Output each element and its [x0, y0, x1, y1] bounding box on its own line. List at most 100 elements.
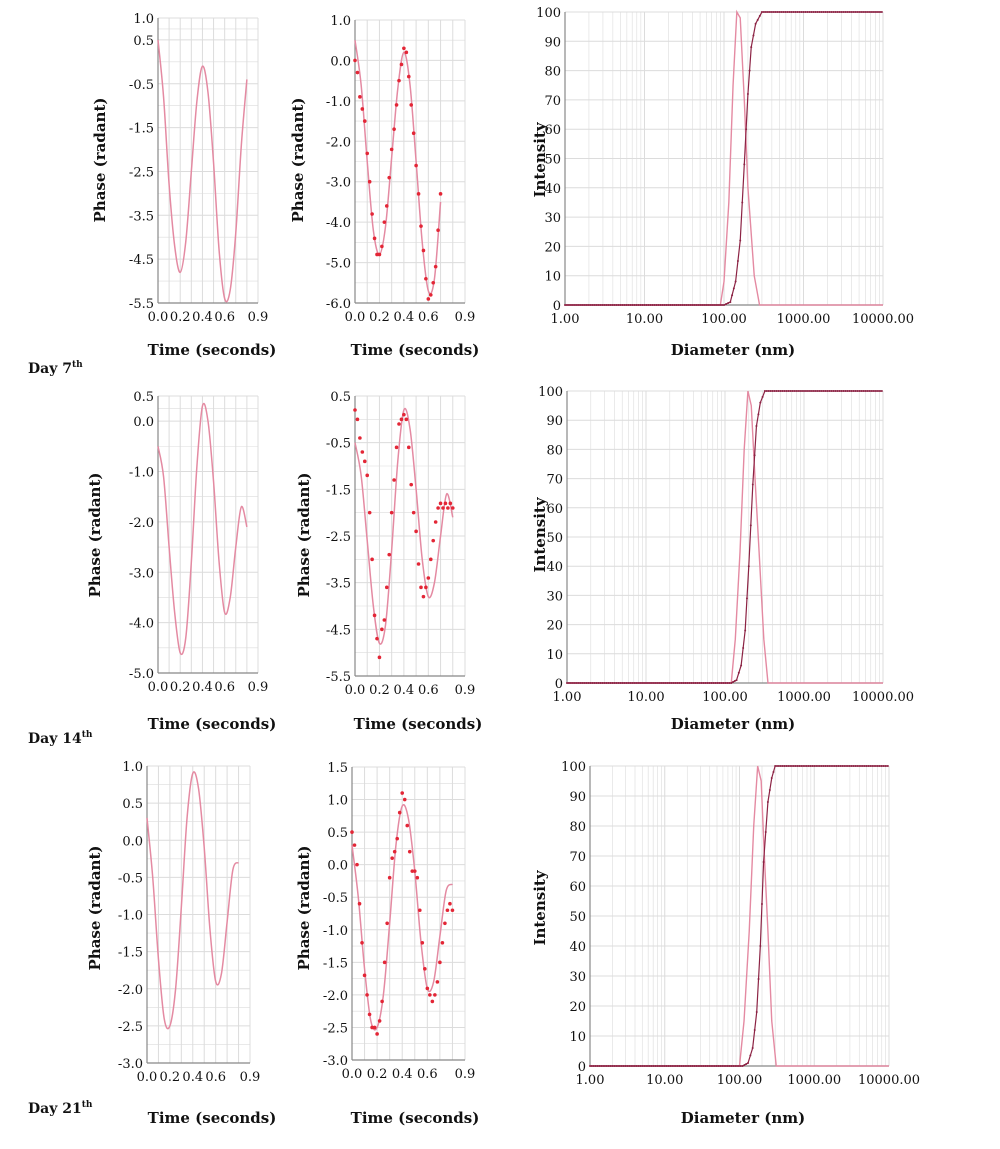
cumulative-point — [789, 390, 792, 392]
x-tick-label: 0.9 — [248, 310, 269, 325]
cumulative-point — [767, 390, 770, 392]
cumulative-point — [839, 765, 842, 767]
cumulative-point — [680, 1065, 683, 1067]
cumulative-point — [633, 304, 636, 306]
cumulative-point — [631, 682, 634, 684]
cumulative-point — [865, 765, 868, 767]
cumulative-point — [820, 765, 823, 767]
cumulative-point — [820, 390, 823, 392]
cumulative-point — [728, 1065, 731, 1067]
cumulative-point — [787, 390, 790, 392]
data-point — [443, 921, 447, 926]
data-point — [372, 236, 377, 241]
cumulative-point — [790, 765, 793, 767]
y-tick-label: -1.5 — [326, 483, 351, 498]
cumulative-point — [619, 682, 622, 684]
fit-curve-line — [351, 803, 453, 1031]
x-tick-label: 0.2 — [170, 310, 191, 325]
cumulative-point — [843, 765, 846, 767]
cumulative-point — [796, 11, 799, 13]
cumulative-point — [673, 1065, 676, 1067]
cumulative-point — [862, 11, 865, 13]
x-tick-label: 100.00 — [701, 312, 747, 327]
cumulative-point — [876, 390, 879, 392]
cumulative-point — [874, 11, 877, 13]
cumulative-point — [587, 682, 590, 684]
cumulative-point — [597, 682, 600, 684]
cumulative-point — [736, 1065, 739, 1067]
cumulative-point — [754, 22, 757, 25]
cumulative-point — [864, 390, 867, 392]
cumulative-point — [794, 11, 797, 13]
data-point — [372, 1025, 377, 1030]
cumulative-point — [647, 304, 650, 306]
cumulative-point — [597, 304, 600, 306]
cumulative-point — [677, 304, 680, 306]
cumulative-point — [687, 304, 690, 306]
cumulative-point — [669, 304, 672, 306]
cumulative-point — [759, 945, 762, 947]
cumulative-point — [684, 682, 687, 684]
cumulative-point — [700, 1065, 703, 1067]
cumulative-point — [589, 304, 592, 306]
cumulative-point — [777, 390, 780, 392]
cumulative-point — [852, 765, 855, 767]
y-tick-label: 10 — [544, 270, 561, 285]
x-tick-label: 0.9 — [455, 310, 476, 325]
data-point — [377, 1019, 382, 1023]
cumulative-point — [848, 765, 851, 767]
data-point — [441, 506, 445, 510]
cumulative-point — [779, 390, 782, 392]
cumulative-point — [613, 1065, 616, 1067]
cumulative-point — [850, 765, 853, 767]
cumulative-point — [737, 671, 740, 674]
cumulative-point — [838, 390, 841, 392]
cumulative-point — [595, 304, 598, 306]
cumulative-point — [609, 304, 612, 306]
cumulative-point — [646, 682, 649, 684]
fit-curve-line — [354, 40, 442, 295]
y-tick-label: 50 — [544, 153, 561, 168]
cumulative-point — [573, 682, 576, 684]
cumulative-point — [831, 765, 834, 767]
cumulative-point — [609, 682, 612, 684]
data-point — [394, 445, 399, 450]
data-point — [406, 445, 411, 450]
cumulative-point — [625, 682, 628, 684]
cumulative-point — [603, 682, 606, 684]
cumulative-point — [663, 1065, 666, 1067]
cumulative-point — [745, 1063, 748, 1065]
cumulative-point — [785, 765, 788, 767]
data-point — [382, 960, 387, 965]
cumulative-point — [769, 390, 772, 392]
cumulative-point — [637, 304, 640, 306]
cumulative-point — [836, 11, 839, 13]
cumulative-point — [772, 11, 775, 13]
data-point — [385, 921, 389, 926]
cumulative-point — [763, 390, 766, 392]
data-point — [367, 510, 372, 515]
data-point — [440, 941, 445, 945]
cumulative-point — [730, 682, 733, 684]
x-tick-label: 0.6 — [214, 680, 235, 695]
data-point — [389, 510, 394, 515]
cumulative-point — [835, 765, 838, 767]
y-tick-label: -2.0 — [326, 135, 351, 150]
data-point — [375, 1032, 379, 1036]
y-axis-label: Phase (radant) — [86, 846, 104, 971]
data-point — [365, 151, 370, 156]
cumulative-point — [573, 304, 576, 306]
fit-curve-line — [157, 39, 248, 303]
cumulative-point — [711, 304, 714, 306]
chart-day7-phase-fit: 1.00.5-0.5-1.5-2.5-3.5-4.5-5.50.0 0.2 0.4 0… — [91, 12, 276, 359]
cumulative-point — [737, 1065, 740, 1067]
cumulative-point — [770, 11, 773, 13]
x-tick-label: 0.6 — [418, 683, 439, 698]
cumulative-point — [639, 304, 642, 306]
cumulative-point — [667, 1065, 670, 1067]
cumulative-point — [591, 304, 594, 306]
y-tick-label: 0 — [555, 677, 563, 692]
cumulative-point — [567, 304, 570, 306]
cumulative-point — [669, 1065, 672, 1067]
cumulative-point — [652, 1065, 655, 1067]
